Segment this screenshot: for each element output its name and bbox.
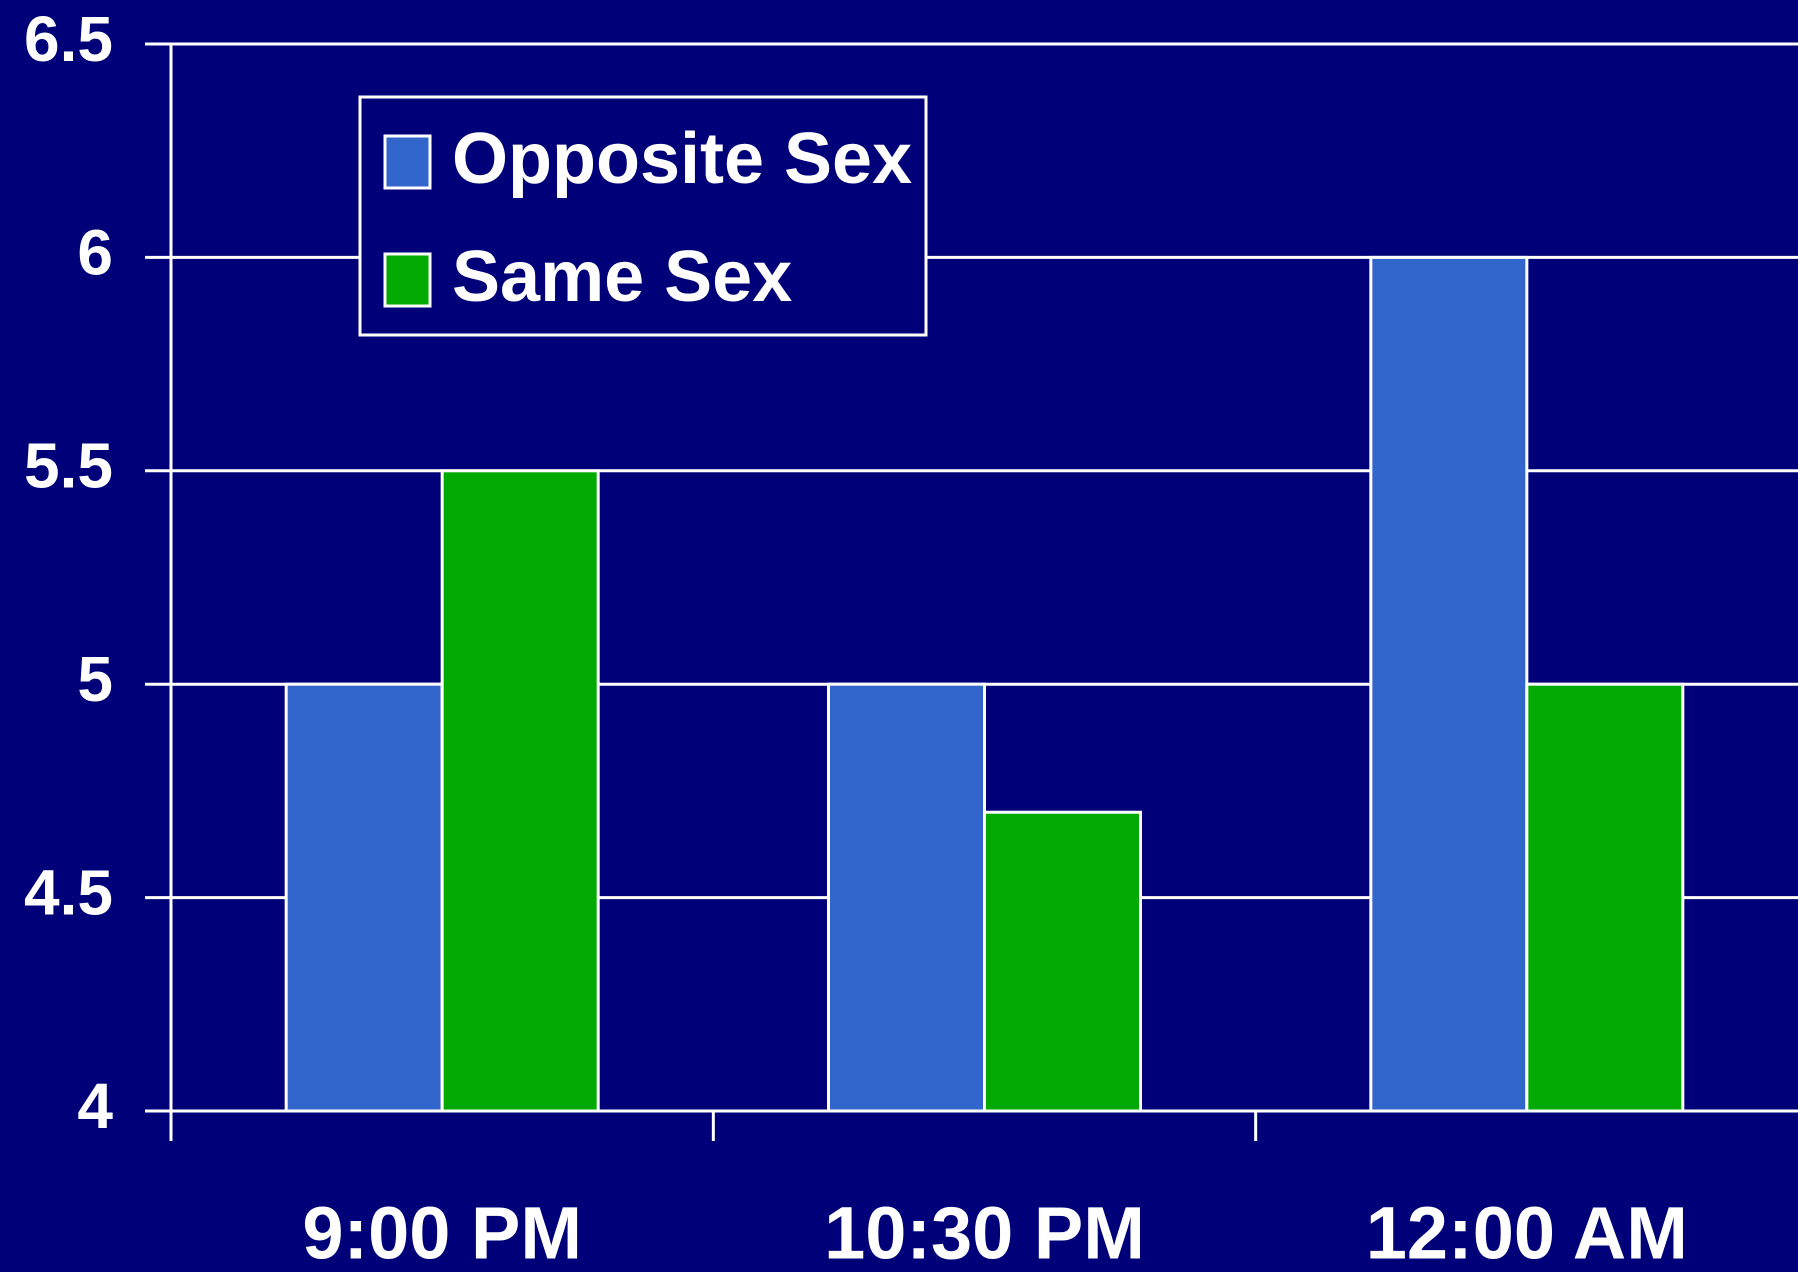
x-tick-label: 9:00 PM: [302, 1192, 582, 1272]
y-tick-label: 5: [77, 643, 113, 715]
y-tick-label: 6: [77, 216, 113, 288]
x-tick-label: 12:00 AM: [1366, 1192, 1688, 1272]
bar: [440, 469, 600, 1113]
bar: [827, 682, 986, 1113]
y-tick-label: 4.5: [24, 857, 113, 929]
legend-box: [358, 95, 928, 337]
legend-label: Opposite Sex: [452, 119, 912, 199]
legend-label: Same Sex: [452, 237, 792, 317]
bar: [1525, 682, 1685, 1113]
x-tick-label: 10:30 PM: [824, 1192, 1145, 1272]
bar: [983, 810, 1142, 1113]
legend-swatch: [383, 134, 432, 190]
bar: [1369, 255, 1529, 1113]
y-tick-label: 6.5: [24, 3, 113, 75]
y-tick-label: 4: [77, 1070, 113, 1142]
y-tick-label: 5.5: [24, 430, 113, 502]
legend-swatch: [383, 252, 432, 308]
bar: [284, 682, 444, 1113]
